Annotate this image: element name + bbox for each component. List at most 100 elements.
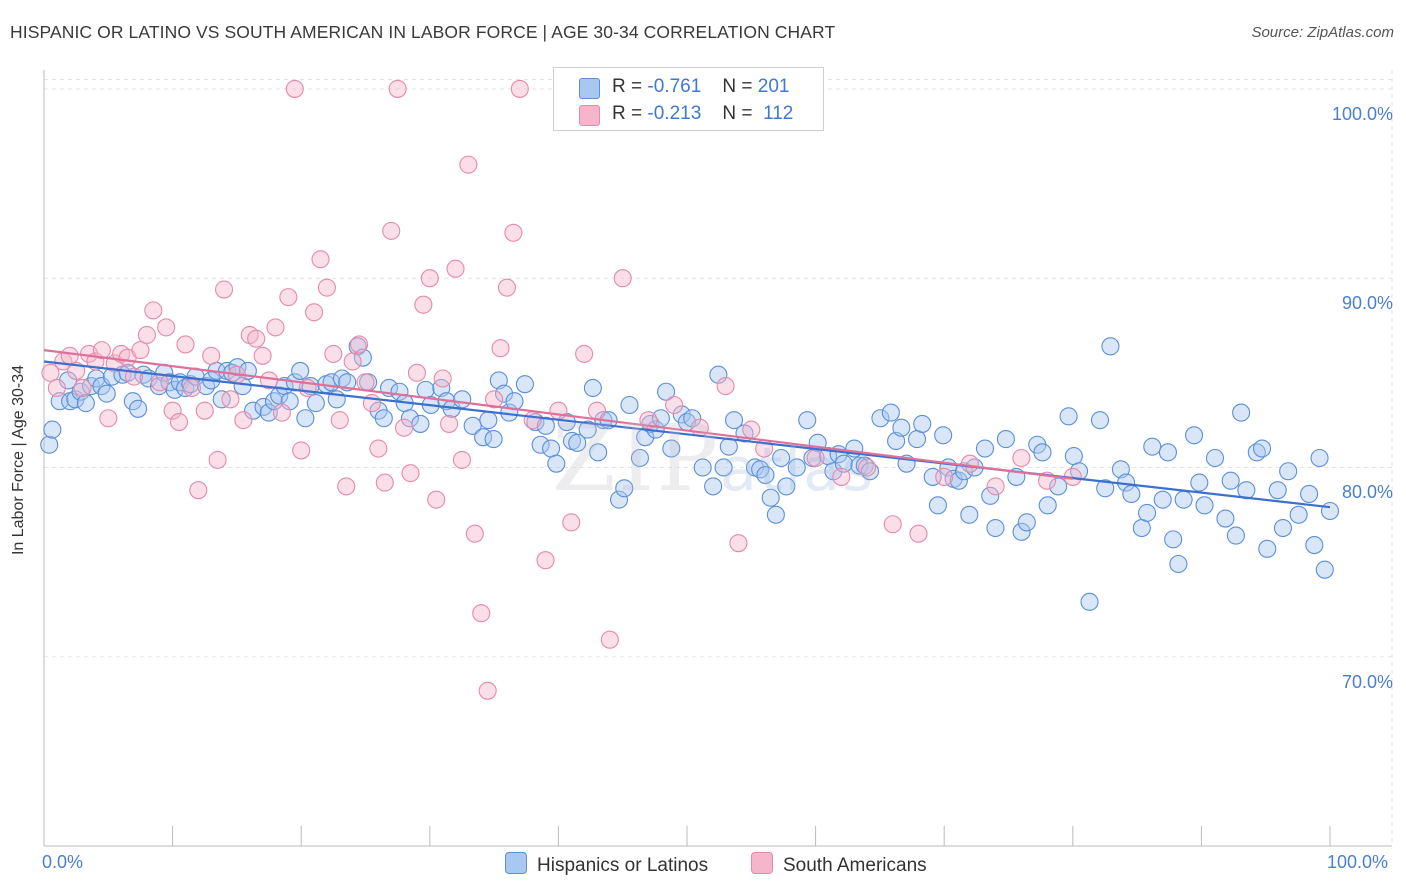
data-point-hispanic xyxy=(996,430,1015,449)
data-point-hispanic xyxy=(228,358,247,377)
data-point-hispanic xyxy=(1158,443,1177,462)
legend-item-south-americans: South Americans xyxy=(751,852,927,876)
data-point-hispanic xyxy=(432,378,451,398)
data-point-hispanic xyxy=(129,399,148,418)
data-point-hispanic xyxy=(254,397,273,416)
data-point-hispanic xyxy=(850,456,869,475)
data-point-south-american xyxy=(562,513,581,532)
trend-lines xyxy=(43,349,1331,509)
data-point-south-american xyxy=(401,464,420,483)
data-point-south-american xyxy=(163,401,182,420)
data-point-south-american xyxy=(60,346,79,365)
data-point-south-american xyxy=(536,551,555,570)
data-point-south-american xyxy=(176,335,195,354)
data-point-south-american xyxy=(832,467,851,486)
data-point-hispanic xyxy=(1185,426,1204,445)
data-point-south-american xyxy=(189,481,208,500)
y-axis-label: In Labor Force | Age 30-34 xyxy=(10,364,27,556)
data-point-hispanic xyxy=(97,384,116,403)
data-point-south-american xyxy=(285,79,304,98)
y-tick-label: 90.0% xyxy=(1341,293,1393,314)
data-point-hispanic xyxy=(704,477,723,496)
r-value-hispanics: -0.761 xyxy=(647,76,702,97)
data-point-hispanic xyxy=(1153,490,1172,509)
data-point-hispanic xyxy=(1268,481,1287,500)
data-point-hispanic xyxy=(578,420,597,439)
data-point-south-american xyxy=(221,390,240,409)
data-point-hispanic xyxy=(986,518,1005,538)
data-point-south-american xyxy=(253,346,272,365)
data-point-south-american xyxy=(182,378,201,398)
data-point-south-american xyxy=(131,341,150,360)
data-point-south-american xyxy=(292,441,311,460)
data-point-south-american xyxy=(497,278,517,297)
data-point-south-american xyxy=(382,221,401,240)
n-value-south-americans: 112 xyxy=(763,103,794,124)
data-point-hispanic xyxy=(960,505,979,524)
data-point-hispanic xyxy=(761,488,780,507)
data-point-south-american xyxy=(510,79,529,98)
data-point-south-american xyxy=(523,411,542,430)
data-point-south-american xyxy=(202,346,221,365)
data-point-hispanic xyxy=(630,448,650,468)
data-point-hispanic xyxy=(1038,496,1057,515)
data-point-hispanic xyxy=(709,365,728,384)
data-point-south-american xyxy=(388,79,407,98)
data-point-south-american xyxy=(485,390,504,409)
y-tick-label: 80.0% xyxy=(1341,482,1393,503)
data-point-hispanic xyxy=(411,414,430,433)
data-point-hispanic xyxy=(50,392,69,411)
data-point-south-american xyxy=(195,401,214,420)
data-point-hispanic xyxy=(1017,513,1036,532)
data-point-south-american xyxy=(356,373,375,392)
y-tick-label: 70.0% xyxy=(1341,671,1393,692)
data-point-south-american xyxy=(144,301,163,320)
data-point-hispanic xyxy=(683,409,702,428)
data-point-south-american xyxy=(324,344,343,363)
data-point-south-american xyxy=(600,630,619,649)
data-point-south-american xyxy=(420,269,439,288)
data-point-hispanic xyxy=(1096,479,1115,498)
stats-swatch-pink xyxy=(579,105,600,126)
data-point-south-american xyxy=(214,280,234,299)
data-point-hispanic xyxy=(714,458,733,477)
data-point-south-american xyxy=(613,269,632,288)
trend-line-hispanic xyxy=(43,360,1331,509)
data-point-south-american xyxy=(247,329,266,348)
data-point-hispanic xyxy=(834,454,853,473)
data-point-hispanic xyxy=(766,505,785,524)
legend-swatch-blue xyxy=(505,852,527,874)
x-tick-label: 100.0% xyxy=(1327,852,1389,872)
data-point-south-american xyxy=(305,303,324,322)
data-point-hispanic xyxy=(1221,471,1240,490)
data-point-hispanic xyxy=(1273,518,1293,538)
data-point-south-american xyxy=(575,344,594,363)
data-point-hispanic xyxy=(772,448,791,468)
data-point-south-american xyxy=(729,534,748,553)
data-point-south-american xyxy=(465,524,484,543)
data-point-hispanic xyxy=(887,431,906,451)
data-point-south-american xyxy=(504,223,523,242)
watermark: ZIPatlas xyxy=(552,405,876,512)
data-point-south-american xyxy=(452,450,472,469)
data-point-hispanic xyxy=(657,382,676,401)
data-point-hispanic xyxy=(40,435,59,454)
data-point-south-american xyxy=(369,439,388,458)
n-label: N = xyxy=(722,76,753,97)
data-point-south-american xyxy=(208,450,227,469)
r-label: R = xyxy=(612,103,643,124)
data-point-south-american xyxy=(433,369,452,388)
data-point-south-american xyxy=(478,681,497,700)
data-point-hispanic xyxy=(479,411,498,430)
data-point-south-american xyxy=(427,490,446,509)
data-point-south-american xyxy=(414,295,433,314)
data-point-south-american xyxy=(99,409,118,428)
r-value-south-americans: -0.213 xyxy=(647,103,702,124)
data-point-south-american xyxy=(375,473,394,492)
data-points xyxy=(40,79,1340,700)
data-point-hispanic xyxy=(489,371,508,390)
data-point-south-american xyxy=(986,477,1005,496)
data-point-hispanic xyxy=(244,401,263,420)
data-point-south-american xyxy=(279,288,298,307)
